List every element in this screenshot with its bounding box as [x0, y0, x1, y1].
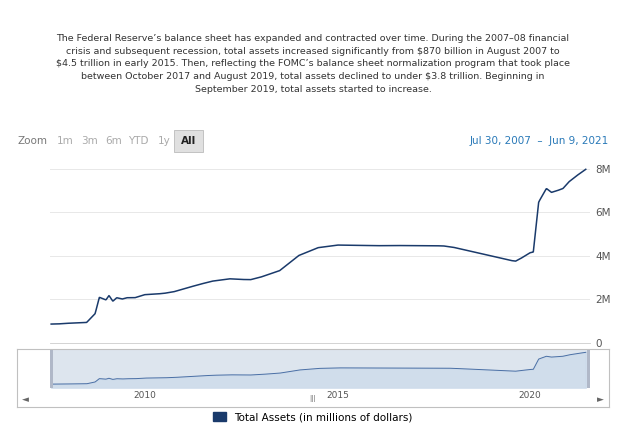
Text: III: III [310, 395, 316, 405]
Text: All: All [180, 136, 196, 146]
Text: ►: ► [597, 395, 604, 405]
Text: ◄: ◄ [22, 395, 29, 405]
Bar [173, 130, 203, 152]
Bar [587, 350, 590, 388]
Text: Jul 30, 2007  –  Jun 9, 2021: Jul 30, 2007 – Jun 9, 2021 [470, 136, 608, 146]
Text: 1m: 1m [57, 136, 73, 146]
Text: The Federal Reserve’s balance sheet has expanded and contracted over time. Durin: The Federal Reserve’s balance sheet has … [56, 34, 570, 94]
Bar [50, 350, 53, 388]
Text: 6m: 6m [105, 136, 122, 146]
Legend: Total Assets (in millions of dollars): Total Assets (in millions of dollars) [213, 412, 413, 422]
Text: 1y: 1y [158, 136, 170, 146]
Text: YTD: YTD [128, 136, 148, 146]
Text: 3m: 3m [81, 136, 98, 146]
Text: Zoom: Zoom [18, 136, 48, 146]
